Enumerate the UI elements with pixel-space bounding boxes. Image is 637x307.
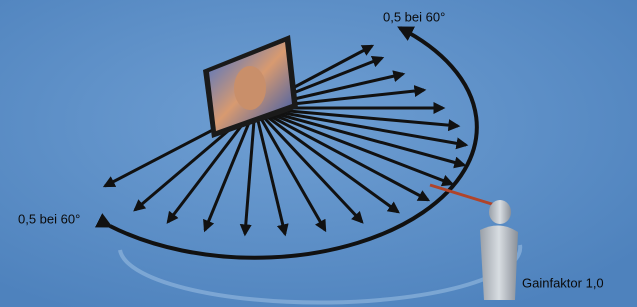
label: Gainfaktor 1,0	[522, 275, 604, 290]
diagram: 0,5 bei 60° 0,5 bei 60° Gainfaktor 1,0	[0, 0, 637, 307]
label: 0,5 bei 60°	[18, 211, 80, 226]
label: 0,5 bei 60°	[383, 9, 445, 24]
